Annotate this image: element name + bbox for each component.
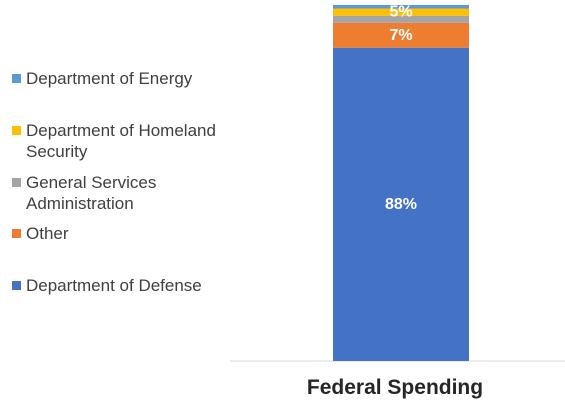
legend-label: Department of Defense — [26, 276, 202, 295]
data-labels: 88% 7% 5% — [385, 4, 417, 213]
legend-item: Other — [12, 223, 216, 244]
legend-swatch — [12, 229, 21, 238]
legend-label: Other — [26, 224, 69, 243]
legend-swatch — [12, 281, 21, 290]
bar-stack — [333, 5, 469, 361]
bar-segment-3 — [333, 8, 469, 16]
data-label-0: 88% — [385, 196, 417, 213]
bar-segment-1 — [333, 22, 469, 48]
bar-segment-2 — [333, 15, 469, 23]
legend-label: Department of Energy — [26, 69, 193, 88]
bar-segment-4 — [333, 5, 469, 9]
legend-swatch — [12, 126, 21, 135]
legend-swatch — [12, 178, 21, 187]
legend-item: Department of Energy — [12, 68, 216, 89]
legend-label: Department of Homeland Security — [26, 121, 216, 161]
legend-swatch — [12, 74, 21, 83]
category-label: Federal Spending — [306, 376, 484, 399]
bar-segment-0 — [333, 47, 469, 361]
data-label-1: 7% — [389, 27, 412, 44]
legend-item: Department of Defense — [12, 275, 216, 296]
legend-label: General Services Administration — [26, 173, 157, 213]
legend-item: General Services Administration — [12, 172, 216, 214]
legend-item: Department of Homeland Security — [12, 120, 216, 162]
data-label-3: 5% — [389, 4, 412, 21]
